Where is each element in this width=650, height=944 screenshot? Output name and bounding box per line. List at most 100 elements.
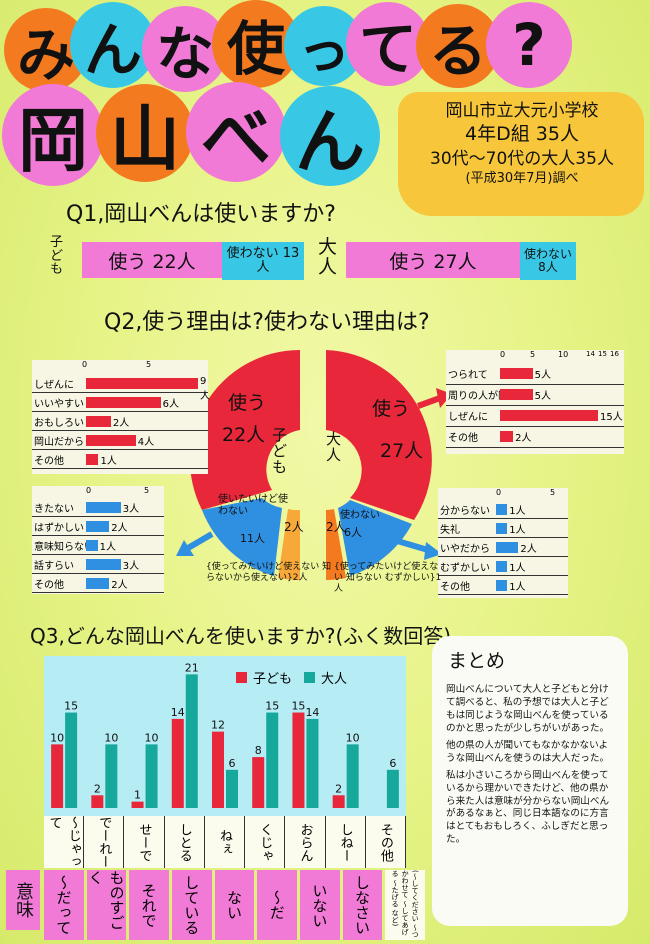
q1-kids-not-use: 使わない 13人 <box>222 242 304 280</box>
q1-adults-not-use-text: 使わない 8人 <box>523 246 572 274</box>
reason-value: 1人 <box>509 506 526 517</box>
dialect-meaning: ものすごく <box>86 870 127 940</box>
meaning-label: 意味 <box>13 882 34 918</box>
dialect-meaning: ない <box>214 870 255 940</box>
bar-value-label: 15 <box>64 700 78 713</box>
reason-label: 岡山だから <box>34 437 84 448</box>
adults-bar <box>65 712 78 808</box>
bar-value-label: 1 <box>134 789 141 802</box>
kids-bar <box>332 795 345 808</box>
kids-bar <box>292 712 305 808</box>
class-info: 4年D組 35人 <box>465 123 579 146</box>
axis-label: 0 <box>86 486 92 495</box>
dialect-meaning: いない <box>300 870 340 940</box>
bar-value-label: 10 <box>50 731 64 744</box>
reason-row: その他 1人 <box>32 450 208 469</box>
reason-label: きたない <box>34 504 74 515</box>
adults-use-reasons-sheet: 0 5 10 14 15 16 つられて 5人 周りの人が岡山 5人 しぜんに 15人 その… <box>446 350 624 454</box>
reason-bar <box>496 542 519 553</box>
axis-label: 15 <box>598 350 607 358</box>
q1-adults-use: 使う 27人 <box>346 242 520 278</box>
adults-donut-not-use-count: 6人 <box>344 526 362 539</box>
title-char: 岡 <box>2 84 104 186</box>
kids-not-use-reasons-sheet: 0 5 きたない 3人 はずかしい 2人 意味知らない 1人 話すらい 3人 その他 2人 <box>32 486 164 594</box>
reason-row: いやだから 2人 <box>438 538 568 557</box>
bar-value-label: 10 <box>145 731 159 744</box>
legend-kids-swatch <box>236 672 247 683</box>
q2-donuts <box>189 350 432 581</box>
q1-kids-not-use-text: 使わない 13人 <box>226 245 300 275</box>
reason-value: 6人 <box>162 399 180 410</box>
school-info-bubble <box>398 92 644 216</box>
kids-donut-not-use: 使いたいけど使わない <box>218 494 288 517</box>
reason-bar <box>86 378 198 389</box>
reason-value: 1人 <box>509 582 526 593</box>
reason-row: むずかしい 1人 <box>438 557 568 576</box>
reason-bar <box>86 416 111 427</box>
adults-use-segment <box>326 350 432 520</box>
reason-row: しぜんに 9人 <box>32 374 210 402</box>
adults-donut-center: 大人 <box>326 430 342 464</box>
kids-other-segment <box>278 509 300 581</box>
q1-adults-label: 大人 <box>318 236 338 278</box>
adults-use-rows: つられて 5人 周りの人が岡山 5人 しぜんに 15人 その他 2人 <box>446 364 624 452</box>
kids-not-use-segment <box>202 498 282 576</box>
dialect-word: 〜じゃって <box>44 816 85 868</box>
reason-value: 3人 <box>122 561 140 572</box>
reason-label: その他 <box>448 433 478 444</box>
title-line1: み ん な 使 っ て る ? <box>0 0 650 92</box>
adults-bar <box>226 769 238 808</box>
reason-label: 意味知らない <box>34 542 94 553</box>
axis-label: 5 <box>144 486 150 495</box>
reason-bar <box>496 523 508 534</box>
adults-bar <box>346 744 359 808</box>
reason-label: いいやすい <box>34 399 84 410</box>
reason-value: 1人 <box>99 542 116 553</box>
adults-info: 30代〜70代の大人35人 <box>430 148 614 169</box>
reason-row: いいやすい 6人 <box>32 393 208 412</box>
axis-label: 0 <box>500 350 506 359</box>
title-char: な <box>142 6 228 92</box>
summary-paragraph: 他の県の人が聞いてもなかなかないような岡山べんを使うのは大人だった。 <box>446 739 610 764</box>
dialect-word: しねー <box>325 816 366 868</box>
reason-value: 2人 <box>520 544 537 555</box>
reason-value: 2人 <box>111 523 128 534</box>
kids-donut-use-count: 22人 <box>222 424 266 446</box>
bar-value-label: 2 <box>94 782 101 795</box>
bar-value-label: 21 <box>185 661 199 674</box>
q3-legend: 子ども 大人 <box>236 668 347 687</box>
dialect-meaning: それで <box>129 870 169 940</box>
legend-kids-label: 子ども <box>253 672 293 687</box>
q3-chart-panel <box>44 656 406 816</box>
kids-use-segment <box>189 350 300 510</box>
reason-bar <box>86 435 136 446</box>
reason-bar <box>86 578 110 589</box>
kids-donut-use: 使う <box>228 392 267 414</box>
q2-question: Q2,使う理由は?使わない理由は? <box>104 310 430 335</box>
bar-value-label: 10 <box>346 731 360 744</box>
kids-bar <box>212 731 224 808</box>
reason-row: おもしろい 2人 <box>32 412 208 431</box>
bar-value-label: 15 <box>291 700 305 713</box>
kids-donut-other-count: 2人 <box>284 520 304 534</box>
dialect-meaning: しなさい <box>342 870 383 940</box>
reason-label: 話すらい <box>34 561 74 572</box>
reason-bar <box>500 368 533 379</box>
dialect-word: おらん <box>285 816 326 868</box>
reason-value: 9人 <box>200 376 210 402</box>
dialect-word: しとる <box>164 816 205 868</box>
dialect-word: せーで <box>124 816 165 868</box>
axis-label: 5 <box>550 488 556 497</box>
reason-label: しぜんに <box>448 412 488 423</box>
q1-kids-use: 使う 22人 <box>82 242 222 278</box>
summary-paragraph: 岡山べんについて大人と子どもと分けて調べると、私の予想では大人と子どもは同じよう… <box>446 684 610 734</box>
reason-row: その他 2人 <box>32 574 164 593</box>
reason-label: 分からない <box>440 506 490 517</box>
kids-donut-center: 子ども <box>272 426 288 476</box>
reason-row: 周りの人が岡山 5人 <box>446 385 624 406</box>
reason-value: 2人 <box>515 433 532 444</box>
axis-label: 14 <box>586 350 595 358</box>
bar-value-label: 14 <box>305 706 319 719</box>
reason-label: その他 <box>34 580 64 591</box>
